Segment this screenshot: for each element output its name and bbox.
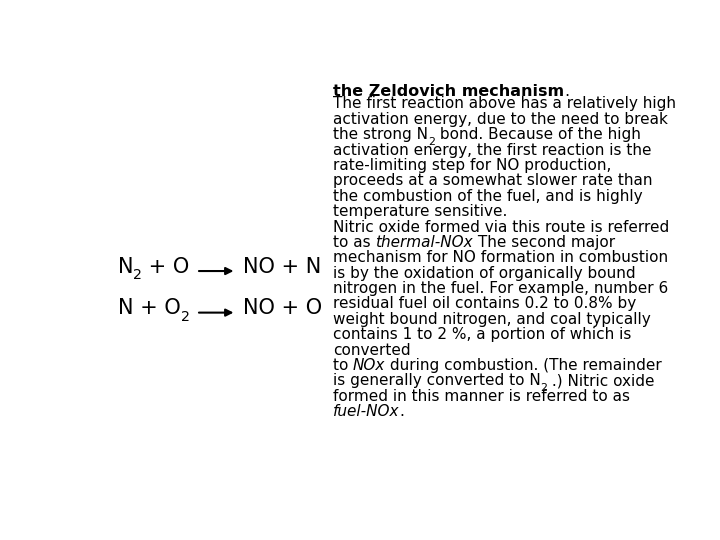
Text: bond. Because of the high: bond. Because of the high bbox=[435, 127, 641, 142]
Text: thermal-NOx: thermal-NOx bbox=[375, 235, 473, 250]
Text: .) Nitric oxide: .) Nitric oxide bbox=[547, 373, 655, 388]
Text: formed in this manner is referred to as: formed in this manner is referred to as bbox=[333, 389, 630, 404]
Text: mechanism for NO formation in combustion: mechanism for NO formation in combustion bbox=[333, 251, 668, 265]
Text: proceeds at a somewhat slower rate than: proceeds at a somewhat slower rate than bbox=[333, 173, 652, 188]
Text: temperature sensitive.: temperature sensitive. bbox=[333, 204, 507, 219]
Text: The second major: The second major bbox=[473, 235, 615, 250]
Text: rate-limiting step for NO production,: rate-limiting step for NO production, bbox=[333, 158, 611, 173]
Text: NO + O: NO + O bbox=[243, 298, 322, 318]
Text: residual fuel oil contains 0.2 to 0.8% by: residual fuel oil contains 0.2 to 0.8% b… bbox=[333, 296, 636, 312]
Text: N: N bbox=[118, 256, 133, 276]
Text: NOx: NOx bbox=[353, 358, 385, 373]
Text: 2: 2 bbox=[541, 383, 547, 393]
Text: during combustion. (The remainder: during combustion. (The remainder bbox=[385, 358, 662, 373]
Text: 2: 2 bbox=[428, 137, 435, 147]
Text: 2: 2 bbox=[133, 268, 143, 282]
Text: converted: converted bbox=[333, 342, 410, 357]
Text: .: . bbox=[399, 404, 404, 419]
Text: The first reaction above has a relatively high: The first reaction above has a relativel… bbox=[333, 97, 676, 111]
Text: + O: + O bbox=[143, 256, 196, 276]
Text: the Zeldovich mechanism: the Zeldovich mechanism bbox=[333, 84, 564, 98]
Text: contains 1 to 2 %, a portion of which is: contains 1 to 2 %, a portion of which is bbox=[333, 327, 631, 342]
Text: is by the oxidation of organically bound: is by the oxidation of organically bound bbox=[333, 266, 635, 281]
Text: fuel-NOx: fuel-NOx bbox=[333, 404, 399, 419]
Text: 2: 2 bbox=[181, 309, 189, 323]
Text: activation energy, due to the need to break: activation energy, due to the need to br… bbox=[333, 112, 667, 127]
Text: the strong N: the strong N bbox=[333, 127, 428, 142]
Text: Nitric oxide formed via this route is referred: Nitric oxide formed via this route is re… bbox=[333, 220, 669, 234]
Text: NO + N: NO + N bbox=[243, 256, 321, 276]
Text: activation energy, the first reaction is the: activation energy, the first reaction is… bbox=[333, 143, 651, 158]
Text: to as: to as bbox=[333, 235, 375, 250]
Text: nitrogen in the fuel. For example, number 6: nitrogen in the fuel. For example, numbe… bbox=[333, 281, 668, 296]
Text: .: . bbox=[564, 84, 569, 98]
Text: N + O: N + O bbox=[118, 298, 181, 318]
Text: weight bound nitrogen, and coal typically: weight bound nitrogen, and coal typicall… bbox=[333, 312, 650, 327]
Text: is generally converted to N: is generally converted to N bbox=[333, 373, 541, 388]
Text: to: to bbox=[333, 358, 353, 373]
Text: the combustion of the fuel, and is highly: the combustion of the fuel, and is highl… bbox=[333, 189, 642, 204]
